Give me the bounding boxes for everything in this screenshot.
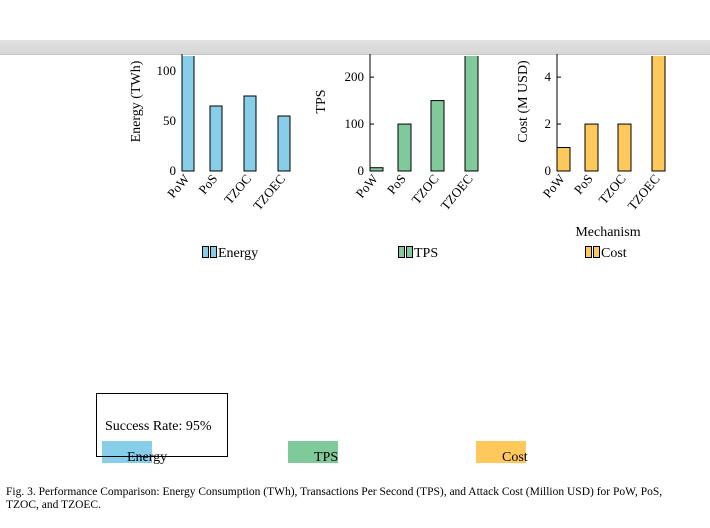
panel-tps-bar-pow	[369, 167, 384, 172]
panel-tps-x-tick-label-tzoc: TZOC	[408, 171, 441, 207]
panel-tps-y-tick-label-1: 100	[345, 116, 365, 131]
bottom-legend: Energy TPS Cost	[0, 437, 710, 467]
panel-energy-y-tick-label-0: 0	[170, 163, 177, 178]
panel-energy-bar-pos	[209, 105, 223, 172]
legend-energy-label: Energy	[218, 246, 259, 261]
legend-cost: Cost	[585, 246, 627, 261]
panel-tps-x-tick-label-tzoec: TZOEC	[437, 171, 475, 213]
panel-energy-bar-tzoc	[243, 95, 257, 172]
figure-caption: Fig. 3. Performance Comparison: Energy C…	[6, 486, 663, 511]
legend-energy-swatch-2	[210, 246, 217, 258]
bottom-legend-tps-label: TPS	[314, 450, 339, 465]
panel-tps-bar-tzoec	[464, 56, 479, 172]
success-rate-text: Success Rate: 95%	[105, 419, 212, 434]
legend-energy: Energy	[202, 246, 258, 261]
panel-cost-y-tick-label-2: 4	[545, 69, 552, 84]
panel-cost-x-tick-label-pos: PoS	[571, 171, 596, 197]
legend-tps-swatch-2	[406, 246, 413, 258]
top-divider-bar	[0, 40, 710, 55]
bottom-legend-energy-swatch	[102, 441, 152, 463]
panel-energy-x-tick-label-tzoec: TZOEC	[250, 171, 288, 213]
panel-tps-y-tick-label-0: 0	[358, 163, 365, 178]
legend-cost-swatch-2	[593, 246, 600, 258]
panel-energy-x-tick-label-tzoc: TZOC	[221, 171, 254, 207]
bottom-legend-energy-label: Energy	[127, 450, 168, 465]
panel-tps-y-axis-title: TPS	[314, 89, 329, 113]
panel-tps-bar-tzoc	[430, 100, 445, 172]
bottom-legend-cost-swatch	[476, 441, 526, 463]
panel-cost-x-tick-label-tzoec: TZOEC	[624, 171, 662, 213]
panel-tps-bar-pos	[397, 123, 412, 172]
panel-energy-x-tick-label-pos: PoS	[195, 171, 220, 197]
panel-tps-x-tick-label-pos: PoS	[384, 171, 409, 197]
panel-cost-x-axis-title: Mechanism	[575, 225, 640, 240]
panel-energy-y-tick-label-2: 100	[157, 63, 177, 78]
panel-energy-bar-tzoec	[277, 115, 291, 172]
panel-cost-bar-pow	[556, 147, 571, 172]
panel-energy-bar-pow	[181, 56, 195, 172]
panel-cost-x-tick-label-tzoc: TZOC	[595, 171, 628, 207]
panel-energy-y-tick-label-1: 50	[163, 113, 176, 128]
panel-cost-y-axis-title: Cost (M USD)	[516, 60, 531, 143]
legend-tps: TPS	[398, 246, 438, 261]
bottom-legend-cost-label: Cost	[502, 450, 528, 465]
legend-cost-swatch	[585, 246, 592, 258]
panel-energy-x-tick-label-pow: PoW	[164, 171, 193, 201]
panel-cost-y-tick-label-1: 2	[545, 116, 552, 131]
panel-cost-bar-tzoec	[651, 56, 666, 172]
panel-energy-y-axis-title: Energy (TWh)	[129, 60, 144, 142]
legend-cost-label: Cost	[601, 246, 627, 261]
panel-tps-y-tick-label-2: 200	[345, 69, 365, 84]
bottom-legend-tps-swatch	[288, 441, 338, 463]
panel-cost-bar-tzoc	[617, 123, 632, 172]
panel-cost-bar-pos	[584, 123, 599, 172]
panel-cost-y-tick-label-0: 0	[545, 163, 552, 178]
legend-tps-swatch	[398, 246, 405, 258]
success-rate-box: Success Rate: 95%	[96, 393, 228, 457]
legend-energy-swatch	[202, 246, 209, 258]
legend-tps-label: TPS	[414, 246, 439, 261]
